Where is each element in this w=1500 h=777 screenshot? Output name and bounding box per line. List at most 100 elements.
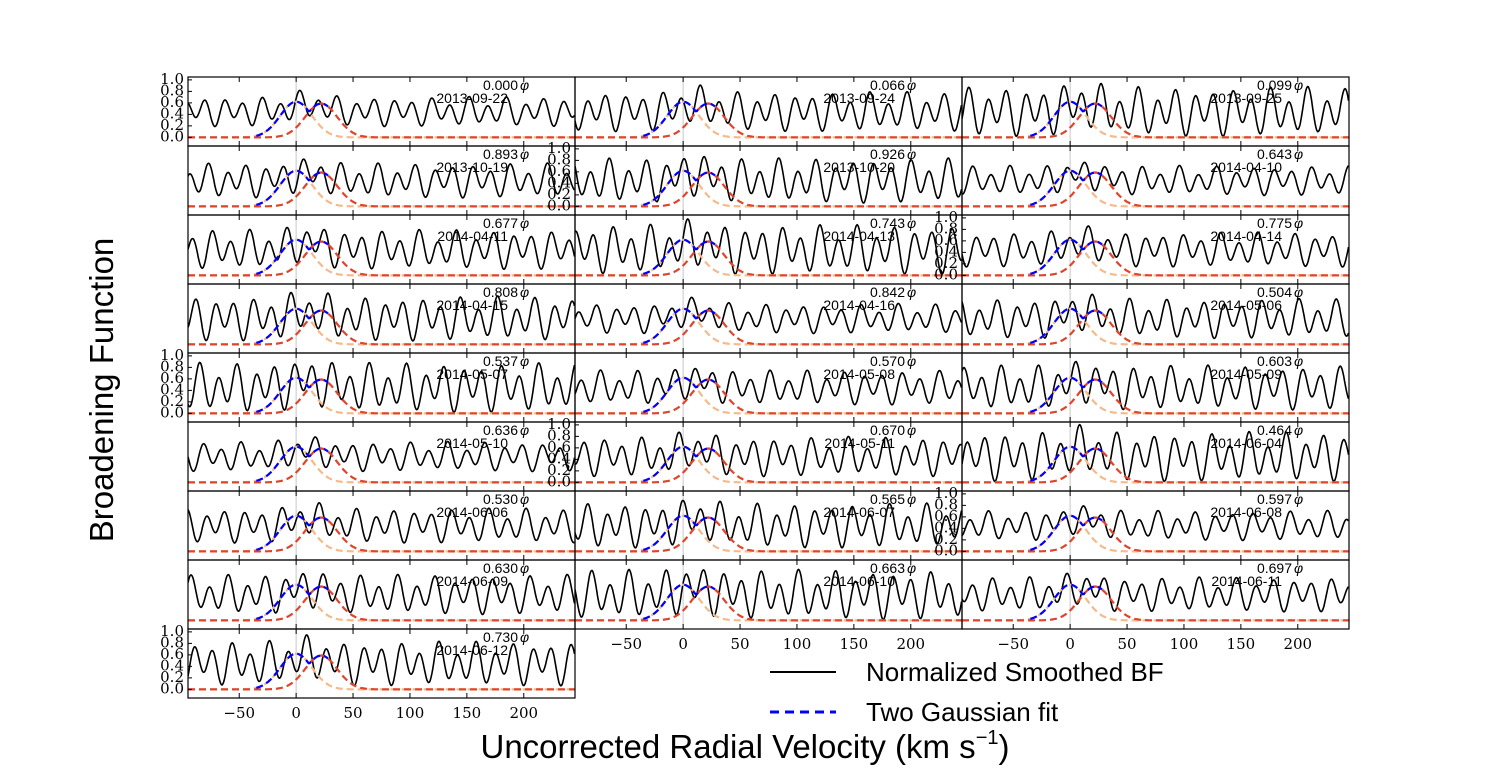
panel-plot-area — [962, 491, 1349, 560]
y-tick-label: 1.0 — [547, 139, 571, 157]
two-gaussian-fit — [256, 652, 329, 689]
y-tick-label: 0.6 — [547, 438, 571, 456]
y-tick-label: 0.0 — [160, 127, 184, 145]
y-tick-label: 0.0 — [160, 403, 184, 421]
two-gaussian-fit — [643, 514, 716, 551]
x-tick-label: 0 — [678, 635, 688, 653]
bf-curve — [962, 423, 1349, 483]
phase-label: 0.636 — [483, 422, 518, 438]
legend-label-bf: Normalized Smoothed BF — [866, 657, 1164, 687]
phase-label: 0.630 — [483, 560, 518, 576]
gaussian-component-1 — [575, 445, 962, 484]
phase-label: 0.775 — [1257, 215, 1292, 231]
gaussian-component-1 — [188, 514, 575, 553]
gaussian-component-1 — [962, 583, 1349, 622]
x-tick-label: 100 — [1170, 635, 1199, 653]
phase-label: 0.603 — [1257, 353, 1292, 369]
bf-curve — [188, 633, 575, 687]
y-tick-label: 0.4 — [160, 104, 184, 122]
date-label: 2014-06-09 — [436, 573, 508, 589]
phase-symbol: φ — [907, 422, 916, 438]
phase-symbol: φ — [907, 560, 916, 576]
phase-label: 0.530 — [483, 491, 518, 507]
phase-symbol: φ — [1294, 215, 1303, 231]
date-label: 2014-06-10 — [823, 573, 895, 589]
gaussian-component-1 — [575, 169, 962, 208]
bf-curve — [962, 360, 1349, 411]
y-tick-label: 0.2 — [160, 392, 184, 410]
bf-curve — [188, 291, 575, 342]
phase-label: 0.893 — [483, 146, 518, 162]
gaussian-component-2 — [575, 102, 962, 139]
two-gaussian-fit — [256, 307, 329, 344]
x-tick-label: 0 — [1065, 635, 1075, 653]
gaussian-component-2 — [188, 171, 575, 208]
gaussian-component-1 — [962, 514, 1349, 553]
panel-plot-area — [962, 284, 1349, 353]
x-axis-label-main: Uncorrected Radial Velocity (km s — [481, 728, 976, 765]
x-tick-label: 150 — [1227, 635, 1256, 653]
gaussian-component-2 — [188, 516, 575, 553]
panel-13: 0.570 φ 2014-05-08 — [574, 352, 963, 423]
bf-curve — [188, 573, 575, 616]
two-gaussian-fit — [1030, 583, 1103, 620]
gaussian-component-1 — [962, 445, 1349, 484]
y-tick-label: 0.6 — [160, 645, 184, 663]
panel-plot-area — [962, 353, 1349, 422]
x-tick-label: 200 — [1283, 635, 1312, 653]
x-tick-label: 100 — [783, 635, 812, 653]
panel-11: 0.504 φ 2014-05-06 — [961, 283, 1350, 354]
bf-curve — [188, 226, 575, 271]
phase-label: 0.099 — [1257, 77, 1292, 93]
panel-22: −50 0 50 100 150 200 0.663 φ 2014-06-10 — [574, 559, 963, 653]
date-label: 2013-09-24 — [823, 90, 895, 106]
x-tick-label: 0 — [291, 704, 301, 722]
panel-plot-area — [575, 146, 962, 215]
two-gaussian-fit — [643, 445, 716, 482]
panel-plot-area — [188, 629, 575, 698]
y-tick-label: 0.2 — [934, 530, 958, 548]
gaussian-component-1 — [962, 169, 1349, 208]
date-label: 2014-04-11 — [437, 228, 508, 244]
gaussian-component-2 — [188, 654, 575, 691]
panel-plot-area — [188, 77, 575, 146]
gaussian-component-1 — [188, 583, 575, 622]
two-gaussian-fit — [256, 169, 329, 206]
y-tick-label: 0.2 — [934, 254, 958, 272]
panel-3: 0.893 φ 2013-10-19 — [187, 145, 576, 216]
phase-symbol: φ — [520, 215, 529, 231]
two-gaussian-fit — [1030, 100, 1103, 137]
date-label: 2014-06-11 — [1211, 573, 1282, 589]
gaussian-component-1 — [188, 307, 575, 346]
y-tick-label: 0.4 — [547, 449, 571, 467]
panel-plot-area — [188, 560, 575, 629]
panel-15: 0.636 φ 2014-05-10 — [187, 421, 576, 492]
panel-plot-area — [962, 215, 1349, 284]
y-tick-label: 0.8 — [160, 633, 184, 651]
date-label: 2013-09-22 — [436, 90, 508, 106]
bf-curve — [575, 155, 962, 204]
panel-plot-area — [575, 353, 962, 422]
gaussian-component-1 — [962, 238, 1349, 277]
phase-symbol: φ — [907, 353, 916, 369]
date-label: 2014-06-08 — [1210, 504, 1282, 520]
bf-curve — [188, 89, 575, 128]
phase-symbol: φ — [907, 77, 916, 93]
gaussian-component-1 — [188, 100, 575, 139]
panel-10: 0.842 φ 2014-04-16 — [574, 283, 963, 354]
y-tick-label: 0.4 — [160, 656, 184, 674]
bf-curve — [188, 158, 575, 199]
x-tick-label: −50 — [997, 635, 1029, 653]
phase-label: 0.842 — [870, 284, 905, 300]
x-axis-label: Uncorrected Radial Velocity (km s−1) — [481, 727, 1010, 765]
y-tick-label: 0.6 — [547, 162, 571, 180]
panel-frame — [961, 559, 1350, 630]
x-tick-label: 50 — [1117, 635, 1136, 653]
two-gaussian-fit — [256, 445, 329, 482]
panel-plot-area — [575, 77, 962, 146]
y-tick-label: 0.0 — [934, 265, 958, 283]
y-tick-label: 0.0 — [160, 679, 184, 697]
two-gaussian-fit — [256, 376, 329, 413]
phase-symbol: φ — [1294, 77, 1303, 93]
